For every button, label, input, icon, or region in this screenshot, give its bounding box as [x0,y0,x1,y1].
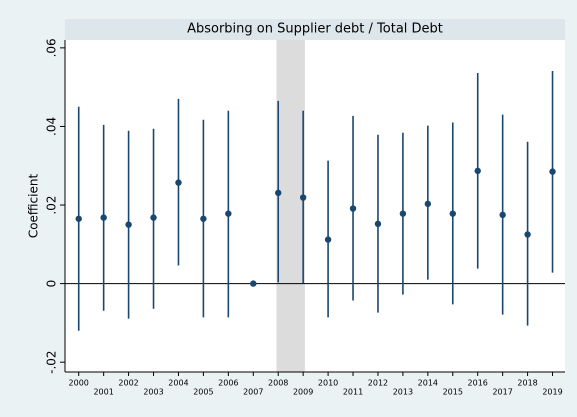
x-tick-label: 2002 [118,379,138,388]
point-estimate [474,167,481,175]
x-tick-label: 2005 [193,388,213,397]
y-tick-label: -.02 [45,350,59,373]
shaded-region [276,40,305,372]
x-tick-label: 2013 [393,388,413,397]
point-estimate [225,210,232,217]
x-tick-label: 2003 [143,388,163,397]
point-estimate [324,236,332,243]
point-estimate [100,214,107,221]
y-axis-label: Coefficient [27,174,41,239]
x-tick-label: 2012 [368,379,388,388]
y-tick-label: .02 [45,195,59,214]
x-tick-label: 2017 [492,388,512,397]
point-estimate [75,215,82,222]
title-band [65,19,565,40]
x-tick-label: 2015 [443,388,463,397]
point-estimate [524,231,531,238]
x-tick-label: 2011 [343,388,363,397]
point-estimate [374,220,382,228]
point-estimate [250,280,257,287]
point-estimate [399,210,407,217]
x-tick-label: 2007 [243,388,263,397]
x-tick-label: 2010 [318,379,338,388]
point-estimate [424,200,432,208]
x-tick-label: 2014 [418,379,438,388]
point-estimate [449,210,456,217]
point-estimate [125,221,132,228]
x-tick-label: 2019 [542,388,562,397]
point-estimate [299,194,307,201]
point-estimate [349,205,357,212]
plot-area [65,40,565,372]
x-tick-label: 2001 [93,388,113,397]
y-tick-label: 0 [45,280,59,288]
x-tick-label: 2008 [268,379,288,388]
point-estimate [200,215,207,222]
point-estimate [175,179,182,186]
point-estimate [499,211,506,219]
y-tick-label: .06 [45,38,59,57]
x-tick-label: 2004 [168,379,188,388]
x-tick-label: 2016 [468,379,488,388]
y-tick-label: .04 [45,117,59,136]
x-tick-label: 2000 [69,379,89,388]
x-tick-label: 2018 [517,379,537,388]
point-estimate [150,214,157,221]
point-estimate [275,189,282,197]
x-tick-label: 2009 [293,388,313,397]
chart-title: Absorbing on Supplier debt / Total Debt [187,22,443,37]
x-tick-label: 2006 [218,379,238,388]
point-estimate [549,168,556,175]
